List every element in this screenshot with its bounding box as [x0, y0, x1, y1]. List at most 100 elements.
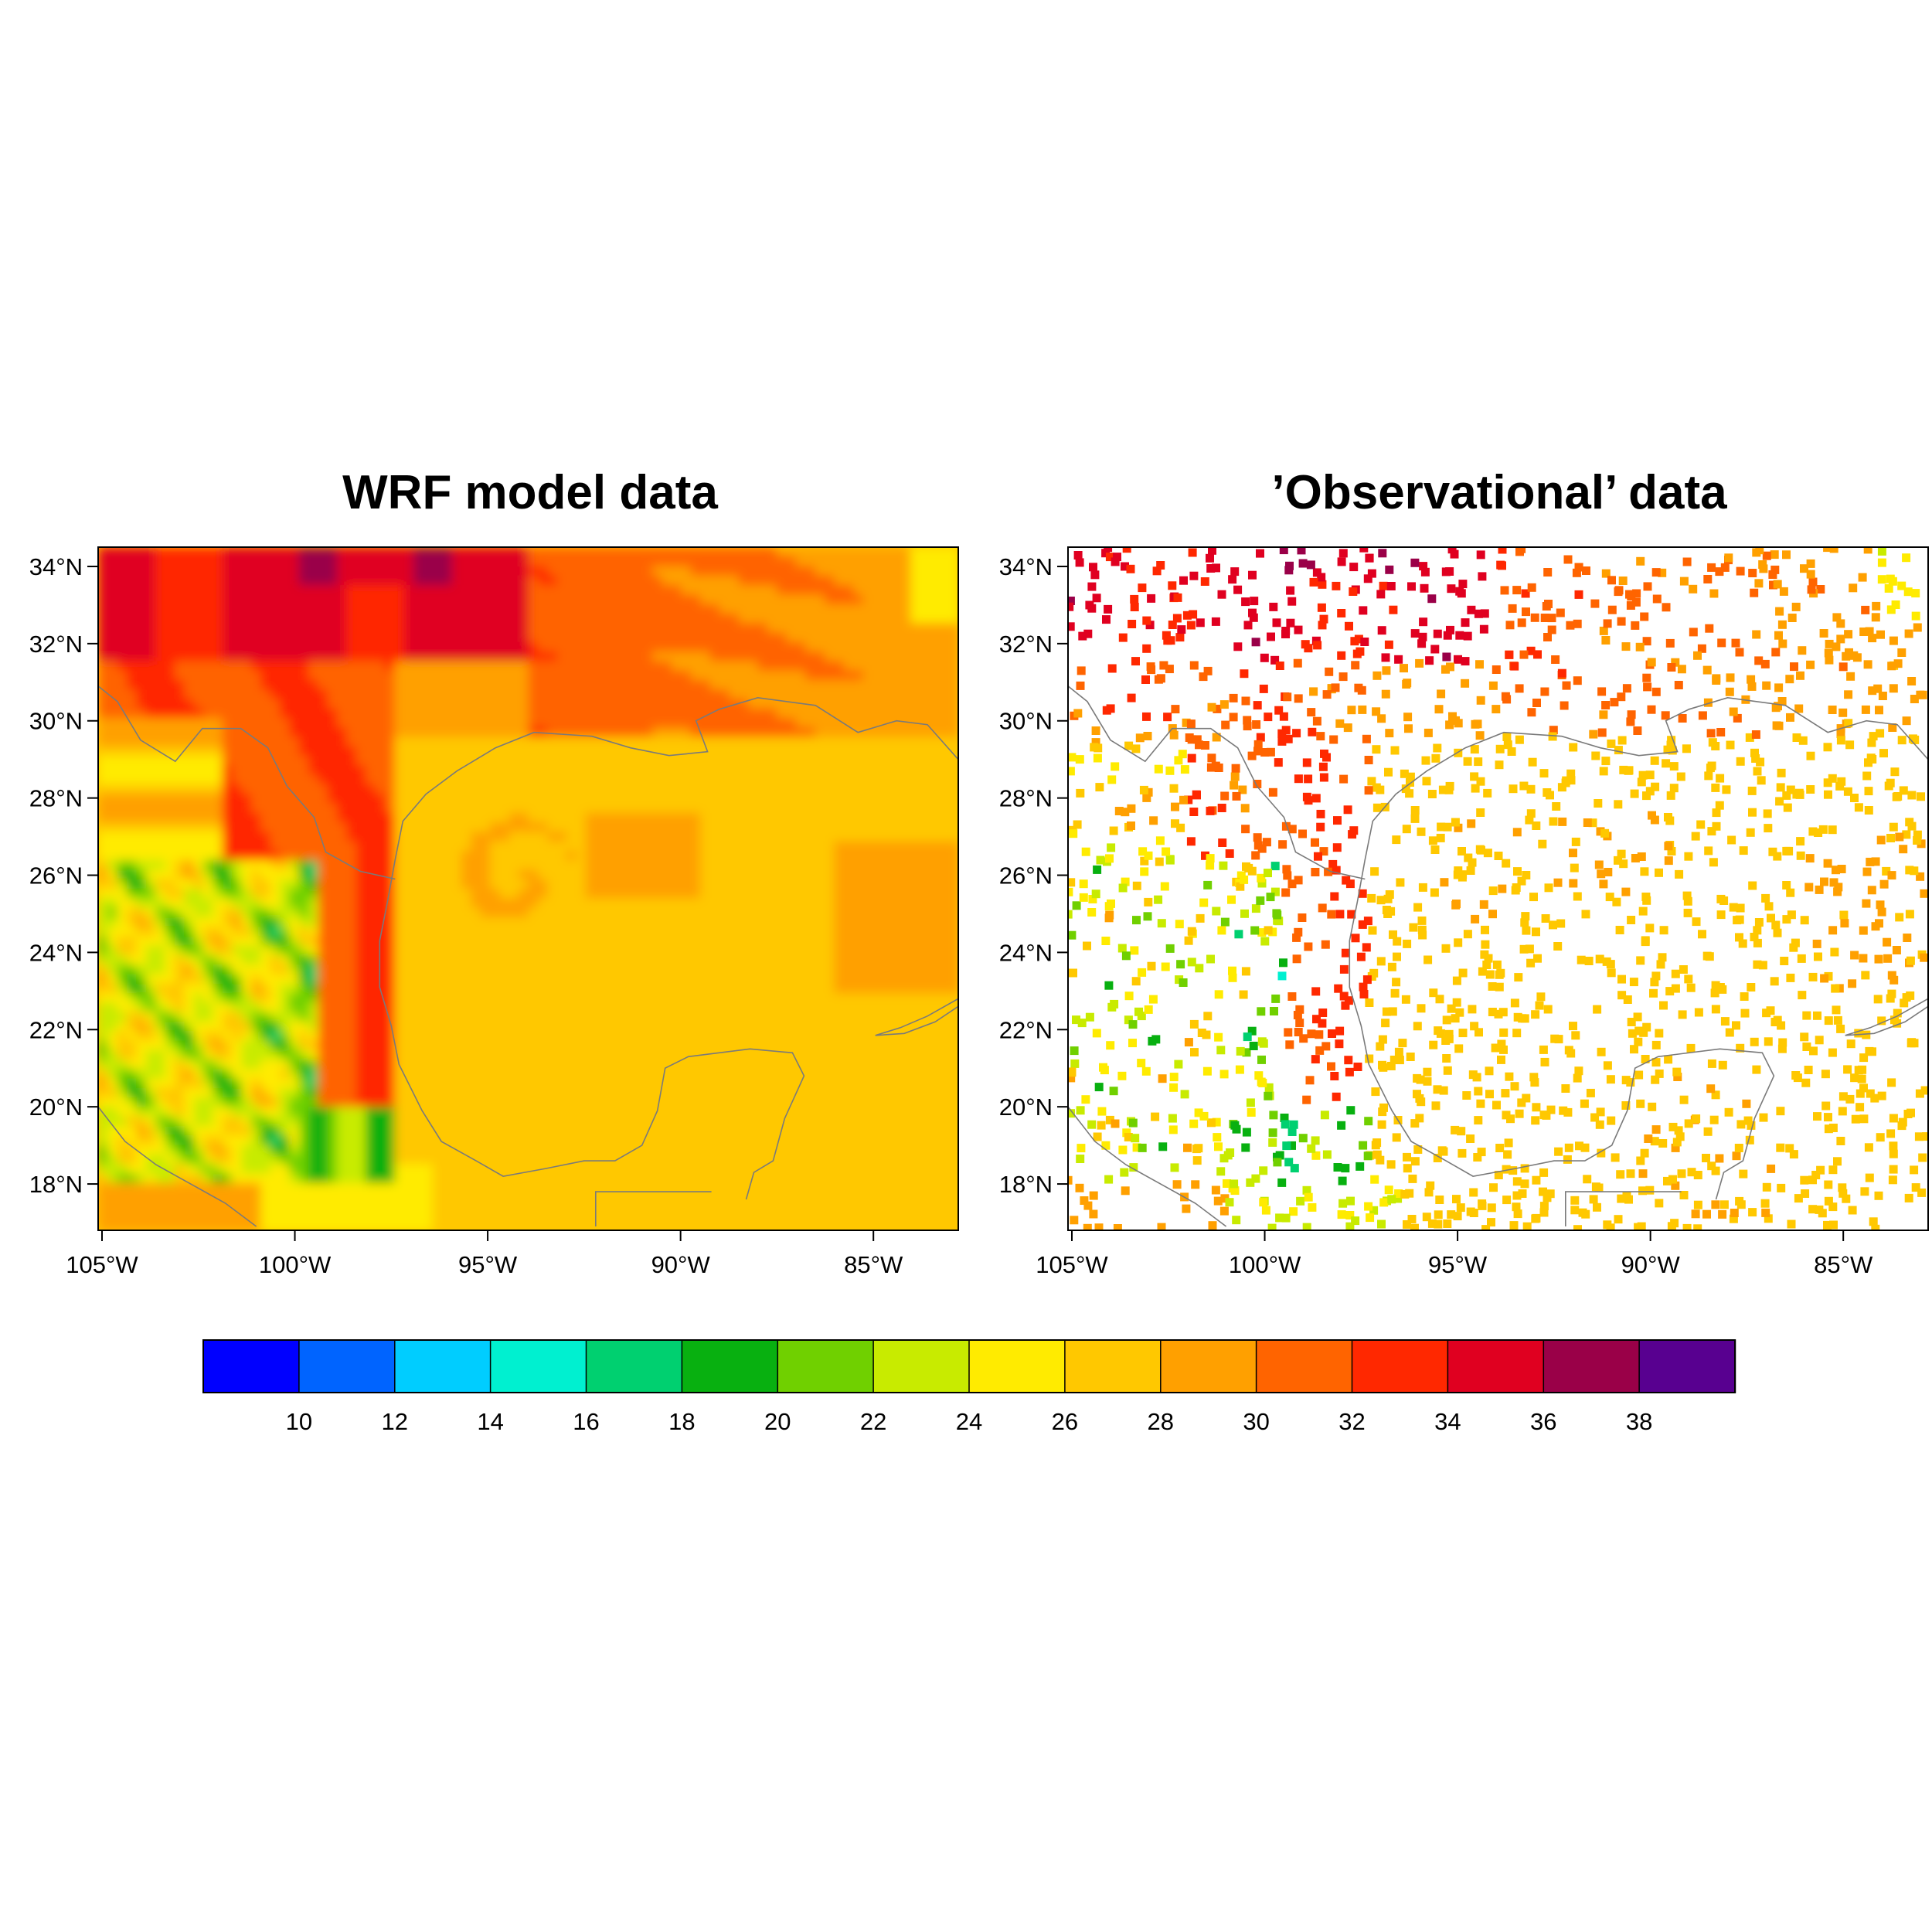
model-field-cell [289, 832, 300, 842]
model-field-cell [642, 954, 654, 966]
model-field-cell [642, 1021, 654, 1032]
model-field-cell [136, 623, 148, 634]
model-field-cell [98, 945, 109, 957]
model-field-cell [375, 699, 386, 709]
model-field-cell [815, 1031, 826, 1042]
model-field-cell [556, 736, 568, 748]
model-field-cell [280, 803, 291, 814]
model-field-cell [461, 917, 472, 928]
model-field-cell [480, 822, 492, 833]
model-field-cell [308, 803, 319, 814]
model-field-cell [442, 1021, 453, 1032]
model-field-cell [709, 746, 721, 757]
model-field-cell [107, 718, 118, 729]
model-field-cell [145, 585, 157, 596]
model-field-cell [145, 860, 157, 871]
model-field-cell [662, 670, 673, 682]
model-field-cell [98, 575, 109, 587]
model-field-cell [537, 889, 549, 900]
model-field-cell [948, 945, 958, 957]
model-field-cell [337, 1049, 348, 1061]
model-field-cell [519, 661, 529, 672]
model-field-cell [777, 964, 787, 975]
model-field-cell [451, 651, 463, 662]
model-field-cell [834, 803, 845, 814]
model-field-cell [853, 1002, 864, 1013]
model-field-cell [490, 613, 501, 624]
model-field-cell [767, 812, 778, 824]
model-field-cell [270, 679, 281, 691]
model-field-cell [471, 860, 481, 871]
model-field-cell [891, 1040, 902, 1051]
model-field-cell [891, 1049, 902, 1061]
model-field-cell [681, 917, 692, 928]
model-field-cell [480, 784, 492, 795]
model-field-cell [777, 566, 787, 577]
model-field-cell [127, 841, 138, 852]
model-field-cell [203, 927, 214, 937]
model-field-cell [882, 850, 893, 862]
model-field-cell [107, 983, 118, 995]
model-field-cell [366, 1049, 376, 1061]
model-field-cell [624, 927, 634, 937]
model-field-cell [308, 1069, 319, 1080]
model-field-cell [250, 727, 262, 738]
model-field-cell [834, 727, 845, 738]
model-field-cell [337, 585, 348, 596]
model-field-cell [461, 613, 472, 624]
model-field-cell [174, 927, 185, 937]
model-field-cell [920, 850, 931, 862]
model-field-cell [155, 651, 166, 662]
model-field-cell [270, 594, 281, 605]
model-field-cell [375, 623, 386, 634]
model-field-cell [403, 670, 415, 682]
model-field-cell [805, 907, 816, 919]
model-field-cell [757, 547, 768, 558]
model-field-cell [327, 954, 338, 966]
model-field-cell [327, 670, 338, 682]
model-field-cell [366, 964, 376, 975]
model-field-cell [681, 936, 692, 947]
model-field-cell [566, 708, 577, 719]
model-field-cell [566, 651, 577, 662]
model-field-cell [681, 860, 692, 871]
model-field-cell [709, 974, 721, 985]
model-field-cell [556, 917, 568, 928]
model-field-cell [872, 774, 883, 786]
model-field-cell [193, 964, 205, 975]
model-field-cell [805, 613, 816, 624]
model-field-cell [413, 604, 424, 615]
model-field-cell [537, 954, 549, 966]
model-field-cell [633, 679, 645, 691]
model-field-cell [355, 679, 367, 691]
model-field-cell [747, 784, 759, 795]
model-field-cell [127, 594, 138, 605]
model-field-cell [499, 547, 510, 558]
model-field-cell [652, 746, 663, 757]
model-field-cell [165, 641, 176, 653]
model-field-cell [117, 689, 128, 700]
model-field-cell [432, 547, 444, 558]
model-field-cell [117, 898, 128, 909]
model-field-cell [604, 832, 615, 842]
model-field-cell [298, 879, 310, 890]
model-field-cell [882, 746, 893, 757]
model-field-cell [289, 746, 300, 757]
model-field-cell [939, 1031, 950, 1042]
model-field-cell [709, 774, 721, 786]
model-field-cell [757, 679, 768, 691]
model-field-cell [566, 1002, 577, 1013]
model-field-cell [318, 708, 328, 719]
model-field-cell [672, 727, 682, 738]
model-field-cell [403, 594, 415, 605]
model-field-cell [929, 1031, 940, 1042]
model-field-cell [260, 594, 271, 605]
model-field-cell [920, 641, 931, 653]
model-field-cell [614, 1049, 625, 1061]
model-field-cell [461, 832, 472, 842]
model-field-cell [98, 708, 109, 719]
model-field-cell [824, 632, 835, 643]
model-field-cell [260, 869, 271, 880]
model-field-cell [920, 679, 931, 691]
model-field-cell [700, 927, 711, 937]
